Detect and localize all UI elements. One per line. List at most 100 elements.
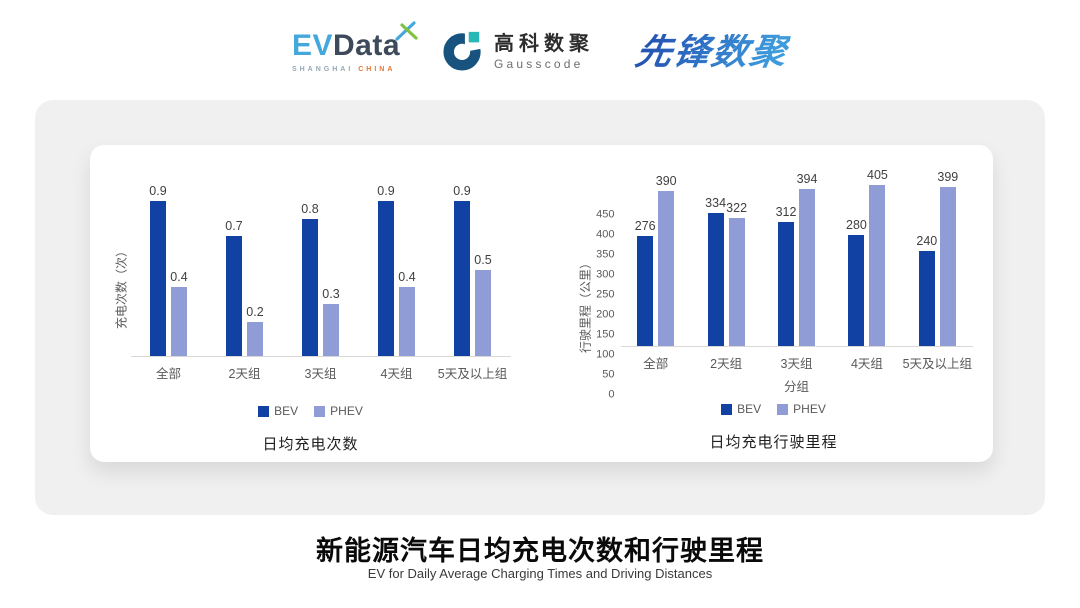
evdata-shanghai-text: SHANGHAI [291,66,354,73]
bar-value-label: 312 [775,204,797,219]
bar-group: 0.7 0.2 [207,167,283,356]
evdata-data-text: Data [332,29,401,62]
legend: BEV PHEV [575,402,973,416]
bar-group: 276 390 [621,167,691,346]
bar-value-label: 0.7 [225,218,243,233]
category-label: 全部 [643,357,669,371]
category-label: 3天组 [780,357,813,371]
bar-group: 0.9 0.5 [435,167,511,356]
legend: BEV PHEV [111,404,511,418]
bar-value-label: 0.4 [170,270,188,285]
plot-wrap: 0.9 0.4 0.7 0.2 0.8 0.3 0.9 0.4 0.9 0.5 全部 2天组 3天组 4天… [130,167,511,382]
y-tick-label: 150 [596,328,615,341]
page-subtitle: EV for Daily Average Charging Times and … [367,566,713,581]
bar-bev: 0.9 [149,184,167,356]
category-label: 3天组 [304,367,337,381]
legend-label: PHEV [793,402,826,416]
evdata-wordmark: EVData [291,21,418,62]
bar-value-label: 280 [845,217,867,232]
header-logos: EVData SHANGHAI CHINA 高科数聚 Gausscode [0,16,1080,88]
legend-swatch [314,405,326,417]
bar-phev: 0.5 [474,253,492,356]
legend-swatch [721,403,733,415]
legend-item-bev: BEV [258,404,298,418]
gausscode-text: 高科数聚 Gausscode [494,33,594,71]
bar-bev: 0.8 [301,202,319,356]
legend-item-phev: PHEV [777,402,826,416]
y-tick-label: 50 [602,368,615,381]
x-axis-categories: 全部 2天组 3天组 4天组 5天及以上组 [621,353,973,372]
legend-label: BEV [274,404,299,418]
gausscode-chinese-name: 高科数聚 [494,33,595,55]
y-tick-label: 300 [596,268,615,281]
bar-value-label: 0.8 [301,201,319,216]
bar-value-label: 0.4 [398,270,416,285]
y-axis-label-text: 行驶里程（公里） [578,256,592,354]
legend-item-bev: BEV [721,402,761,416]
bar-phev: 0.2 [246,305,264,356]
category-label: 4天组 [850,357,883,371]
x-axis-categories: 全部 2天组 3天组 4天组 5天及以上组 [131,363,511,382]
gausscode-english-name: Gausscode [494,57,584,71]
bar-value-label: 0.9 [149,184,167,199]
x-axis-label: 分组 [783,380,809,394]
bar-group: 280 405 [832,167,902,346]
evdata-ev-text: EV [291,29,333,62]
y-axis-label-text: 充电次数（次） [114,244,128,330]
bar-bev: 276 [635,219,656,346]
y-tick-label: 450 [596,208,615,221]
bar-value-label: 0.9 [377,184,395,199]
page-title: 新能源汽车日均充电次数和行驶里程 [316,536,764,566]
bar-bev: 0.9 [453,184,471,356]
bar-group: 0.9 0.4 [359,167,435,356]
legend-item-phev: PHEV [314,404,363,418]
bar-bev: 0.9 [377,184,395,356]
chart-title: 日均充电次数 [262,436,359,453]
y-axis-label: 行驶里程（公里） [575,215,595,395]
bar-group: 0.9 0.4 [131,167,207,356]
y-tick-label: 350 [596,248,615,261]
legend-label: BEV [737,402,762,416]
bar-value-label: 240 [916,233,938,248]
legend-swatch [258,405,270,417]
evdata-subtitle: SHANGHAI CHINA [292,66,395,73]
category-label: 全部 [155,367,181,381]
charts-card: 充电次数（次） 0.9 0.4 0.7 0.2 0.8 0.3 0.9 0.4 0.9 0.5 全部 2… [90,145,993,462]
bar-phev: 399 [937,170,958,346]
bar-group: 334 322 [691,167,761,346]
bar-phev: 390 [656,174,677,346]
evdata-logo: EVData SHANGHAI CHINA [291,21,418,73]
bar-value-label: 390 [655,173,677,188]
xianfeng-shuju-logo: 先锋数聚 [632,31,792,72]
y-tick-label: 250 [596,288,615,301]
bar-phev: 322 [726,201,747,346]
category-label: 5天及以上组 [437,367,508,381]
bar-group: 312 394 [761,167,831,346]
bar-bev: 334 [705,196,726,346]
plot-area: 276 390 334 322 312 394 280 405 240 399 [620,167,973,347]
category-label: 2天组 [228,367,261,381]
bar-value-label: 334 [705,196,727,211]
bar-value-label: 394 [796,172,818,187]
bar-bev: 0.7 [225,219,243,356]
evdata-china-text: CHINA [358,66,396,73]
category-label: 2天组 [710,357,743,371]
bar-value-label: 405 [866,167,888,182]
bar-group: 240 399 [902,167,972,346]
bar-phev: 405 [867,168,888,346]
gray-panel: 充电次数（次） 0.9 0.4 0.7 0.2 0.8 0.3 0.9 0.4 0.9 0.5 全部 2… [35,100,1045,515]
plot-wrap: 276 390 334 322 312 394 280 405 240 399 全部 2天组 3天组 4天… [620,167,973,395]
y-axis-ticks: 0 50 100 150 200 250 300 350 400 450 [595,209,621,400]
bar-value-label: 276 [634,219,656,234]
y-tick-label: 0 [608,388,615,401]
bar-phev: 0.4 [170,270,188,356]
bar-bev: 240 [916,234,937,346]
category-label: 5天及以上组 [902,357,973,371]
legend-label: PHEV [330,404,363,418]
bar-bev: 280 [846,218,867,346]
chart-main: 行驶里程（公里） 0 50 100 150 200 250 300 350 400 450 276 39… [575,167,973,400]
evdata-sparkle-icon [394,19,420,49]
bar-value-label: 0.5 [474,253,492,268]
gausscode-g-icon [442,28,485,76]
chart-title: 日均充电行驶里程 [709,434,838,451]
